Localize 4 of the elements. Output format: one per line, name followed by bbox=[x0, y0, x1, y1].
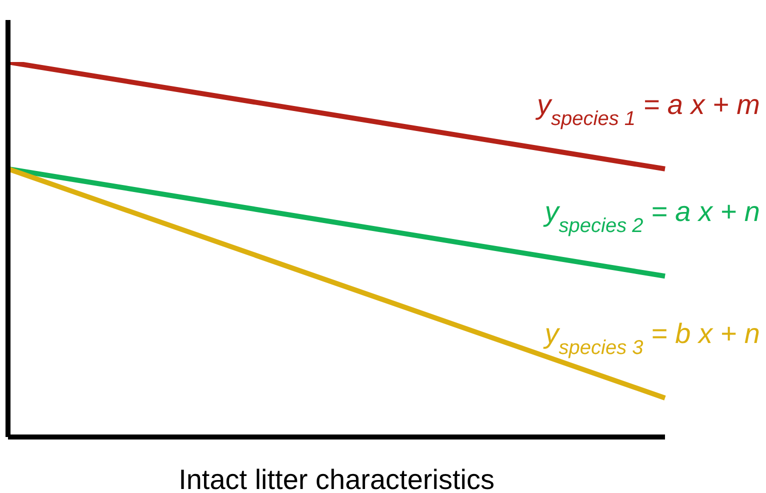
x-axis-title: Intact litter characteristics bbox=[178, 464, 494, 493]
series-label: y$_{species 1}$ = a x + m bbox=[535, 88, 760, 130]
series-label: y$_{species 3}$ = b x + n bbox=[542, 318, 760, 359]
series-label: y$_{species 2}$ = a x + n bbox=[542, 196, 760, 238]
